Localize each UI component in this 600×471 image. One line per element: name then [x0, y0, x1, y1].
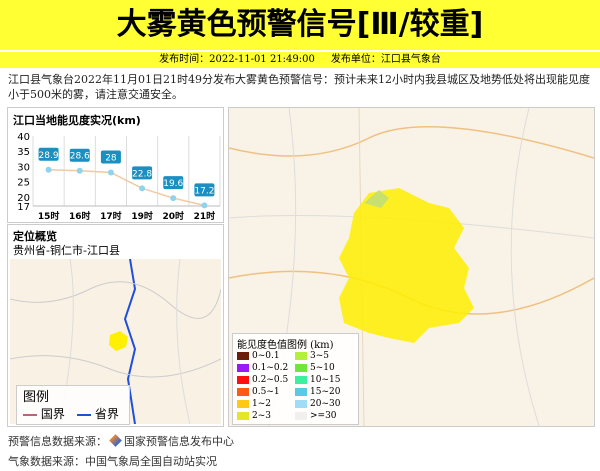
y-tick-label: 17 [17, 202, 30, 213]
weather-source: 气象数据来源：中国气象局全国自动站实况 [8, 455, 217, 468]
publish-time: 发布时间：2022-11-01 21:49:00 [159, 54, 315, 65]
y-tick-label: 30 [17, 162, 30, 173]
y-tick-label: 20 [17, 193, 30, 204]
legend-item: 2~3 [237, 411, 271, 422]
x-tick-label: 20时 [162, 210, 184, 222]
warning-source: 预警信息数据来源： 国家预警信息发布中心 [8, 434, 234, 448]
legend-swatch [295, 411, 307, 420]
data-label: 22.8 [132, 169, 152, 179]
legend-item: >=30 [295, 411, 337, 422]
data-point [201, 202, 208, 209]
data-label: 17.2 [194, 186, 214, 196]
legend-item: 5~10 [295, 363, 335, 374]
visibility-legend-title: 能见度色值图例 (km) [237, 340, 334, 351]
publish-info: 发布时间：2022-11-01 21:49:00 发布单位：江口县气象台 [0, 52, 600, 68]
map-legend: 图例 国界 省界 [16, 385, 130, 425]
data-label: 28.9 [39, 151, 59, 161]
legend-item: 0~0.1 [237, 351, 280, 362]
legend-item: 20~30 [295, 399, 340, 410]
data-point [76, 167, 83, 174]
y-tick-label: 25 [17, 178, 30, 189]
data-label-bg [163, 176, 184, 190]
data-label-bg [194, 183, 215, 197]
legend-swatch [295, 375, 307, 384]
visibility-chart-panel: 江口当地能见度实况(km) 40 35 30 25 20 17 15时 16时 17时 19时 20… [7, 107, 224, 223]
x-tick-label: 19时 [131, 210, 153, 222]
y-tick-label: 35 [17, 147, 30, 158]
legend-item: 1~2 [237, 399, 271, 410]
legend-province-border: 省界 [77, 405, 119, 422]
data-point [107, 169, 114, 176]
legend-swatch [295, 387, 307, 396]
x-tick-label: 15时 [38, 210, 60, 222]
data-point [45, 166, 52, 173]
visibility-map[interactable]: 能见度色值图例 (km) 0~0.1 3~5 0.1~0.2 5~10 0.2~0.5 1… [228, 107, 595, 427]
location-panel: 定位概览 贵州省-铜仁市-江口县 图例 国界 省界 [7, 224, 224, 427]
legend-swatch [237, 375, 249, 384]
overview-map[interactable]: 图例 国界 省界 [9, 258, 222, 425]
legend-swatch [237, 351, 249, 360]
location-path: 贵州省-铜仁市-江口县 [13, 244, 120, 257]
x-tick-label: 21时 [194, 210, 216, 222]
series-line [48, 169, 205, 207]
legend-item: 0.5~1 [237, 387, 280, 398]
warning-description: 江口县气象台2022年11月01日21时49分发布大雾黄色预警信号：预计未来12… [8, 73, 590, 101]
legend-national-border: 国界 [23, 405, 65, 422]
data-label-bg [100, 150, 121, 164]
legend-item: 10~15 [295, 375, 340, 386]
visibility-legend: 能见度色值图例 (km) 0~0.1 3~5 0.1~0.2 5~10 0.2~0.5 1… [232, 333, 359, 425]
data-label-bg [69, 148, 90, 162]
data-label: 28.6 [70, 152, 90, 162]
legend-swatch [295, 363, 307, 372]
legend-swatch [295, 351, 307, 360]
x-tick-label: 17时 [100, 210, 122, 222]
legend-swatch [295, 399, 307, 408]
publish-unit: 发布单位：江口县气象台 [330, 54, 441, 65]
legend-swatch [237, 411, 249, 420]
legend-swatch [237, 363, 249, 372]
legend-item: 0.1~0.2 [237, 363, 288, 374]
location-title: 定位概览 [13, 230, 57, 243]
data-point [170, 195, 177, 202]
fog-area [339, 188, 474, 343]
chart-title: 江口当地能见度实况(km) [13, 114, 141, 127]
map-legend-title: 图例 [23, 390, 50, 405]
x-tick-label: 16时 [69, 210, 91, 222]
data-label: 19.6 [163, 179, 183, 189]
y-tick-label: 40 [17, 132, 30, 143]
legend-item: 3~5 [295, 351, 329, 362]
page-title: 大雾黄色预警信号[Ⅲ/较重] [0, 0, 600, 50]
legend-item: 15~20 [295, 387, 340, 398]
data-label: 28 [105, 154, 117, 164]
data-label-bg [38, 147, 59, 161]
legend-item: 0.2~0.5 [237, 375, 288, 386]
legend-swatch [237, 387, 249, 396]
map-canvas [229, 108, 594, 426]
data-point [139, 185, 146, 192]
legend-swatch [237, 399, 249, 408]
data-label-bg [132, 166, 153, 180]
org-logo-icon [109, 434, 122, 447]
